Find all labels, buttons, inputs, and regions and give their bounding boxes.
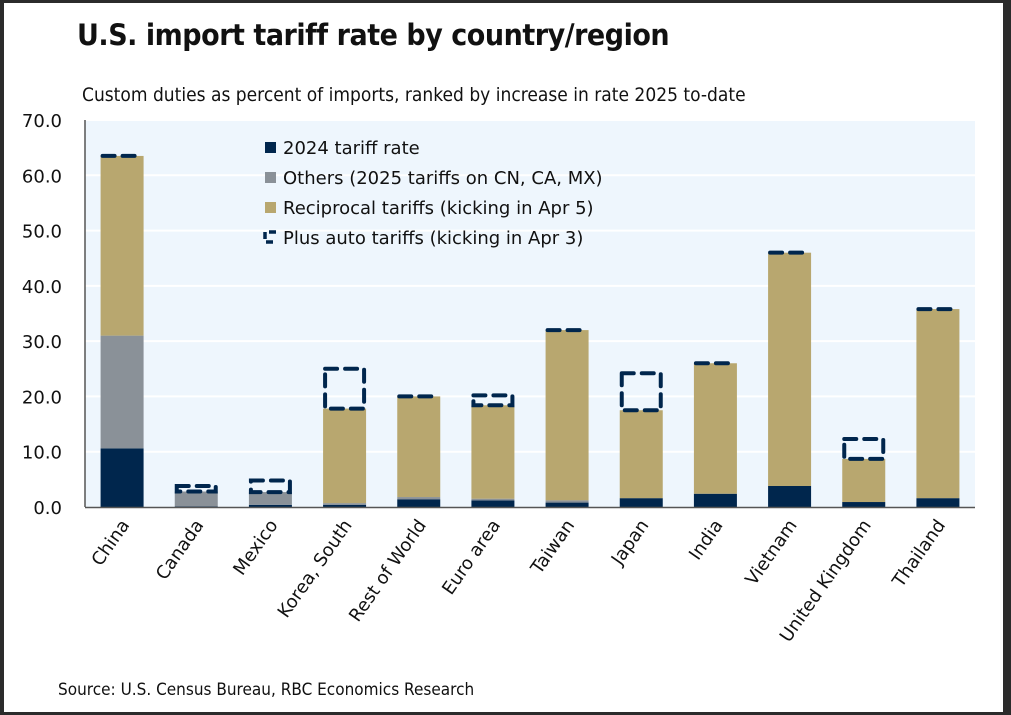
bar-segment-others	[397, 497, 441, 500]
bar-segment-2024	[619, 498, 663, 507]
legend-label: Others (2025 tariffs on CN, CA, MX)	[283, 168, 603, 189]
auto-tariff-outline	[174, 483, 218, 494]
y-tick-label: 40.0	[22, 277, 62, 298]
bar-segment-reciprocal	[471, 405, 515, 499]
plot-area	[85, 120, 975, 507]
x-tick-label: Mexico	[229, 516, 282, 580]
bar-segment-2024	[397, 499, 441, 507]
x-tick-label: China	[87, 516, 134, 570]
legend-label: 2024 tariff rate	[283, 138, 420, 159]
y-tick-label: 30.0	[22, 332, 62, 353]
legend-swatch-icon	[265, 172, 276, 183]
gridlines	[85, 119, 975, 453]
y-tick-label: 20.0	[22, 387, 62, 408]
bar-segment-reciprocal	[545, 330, 589, 501]
auto-tariff-outline	[619, 371, 663, 413]
y-tick-label: 70.0	[22, 111, 62, 132]
y-tick-label: 10.0	[22, 443, 62, 464]
window-edge	[1003, 0, 1011, 715]
x-tick-label: Euro area	[438, 516, 505, 599]
bar-segment-2024	[174, 506, 218, 507]
bar-segment-2024	[100, 448, 144, 507]
legend: 2024 tariff rate Others (2025 tariffs on …	[263, 138, 603, 249]
x-tick-label: India	[685, 516, 728, 564]
source-note: Source: U.S. Census Bureau, RBC Economic…	[58, 680, 475, 700]
bar-segment-others	[545, 500, 589, 503]
auto-tariff-outline	[471, 393, 515, 408]
y-tick-label: 60.0	[22, 166, 62, 187]
x-tick-label: Taiwan	[526, 516, 579, 579]
bar-segment-others	[174, 491, 218, 507]
legend-swatch-auto-tariffs-icon	[263, 230, 276, 244]
auto-tariff-outline	[323, 366, 367, 411]
auto-tariff-outline	[248, 478, 292, 495]
x-tick-label: Korea, South	[274, 516, 357, 622]
bar-segment-reciprocal	[323, 408, 367, 504]
x-tick-label: Japan	[607, 516, 654, 570]
bar-segment-others	[248, 492, 292, 505]
bar-segment-2024	[545, 502, 589, 507]
bars	[100, 155, 960, 507]
x-tick-label: Thailand	[888, 516, 950, 592]
x-tick-label: Canada	[152, 516, 208, 584]
bar-segment-reciprocal	[916, 309, 960, 499]
y-axis-ticks: 0.0 10.0 20.0 30.0 40.0 50.0 60.0 70.0	[22, 111, 62, 519]
legend-label: Reciprocal tariffs (kicking in Apr 5)	[283, 198, 594, 219]
bar-segment-others	[323, 503, 367, 505]
y-tick-label: 50.0	[22, 222, 62, 243]
bar-segment-2024	[916, 498, 960, 507]
bar-segment-2024	[768, 485, 812, 507]
bar-segment-2024	[693, 493, 737, 507]
bar-segment-reciprocal	[397, 396, 441, 498]
bar-segment-2024	[471, 500, 515, 507]
y-tick-label: 0.0	[33, 498, 62, 519]
auto-tariff-outline	[842, 436, 886, 461]
bar-segment-2024	[842, 502, 886, 507]
bar-segment-reciprocal	[619, 410, 663, 499]
bar-segment-reciprocal	[100, 155, 144, 336]
legend-swatch-icon	[265, 202, 276, 213]
x-tick-label: Vietnam	[741, 516, 801, 590]
chart-subtitle: Custom duties as percent of imports, ran…	[82, 84, 746, 106]
bar-segment-2024	[323, 504, 367, 507]
auto-tariff-outlines	[100, 153, 960, 495]
bar-segment-reciprocal	[693, 363, 737, 494]
bar-segment-others	[100, 335, 144, 449]
legend-label: Plus auto tariffs (kicking in Apr 3)	[283, 228, 583, 249]
bar-segment-reciprocal	[768, 252, 812, 486]
bar-segment-2024	[248, 504, 292, 507]
chart-title: U.S. import tariff rate by country/regio…	[77, 18, 670, 52]
x-tick-label: Rest of World	[345, 516, 431, 626]
legend-swatch-icon	[265, 142, 276, 153]
bar-segment-reciprocal	[842, 458, 886, 503]
bar-segment-others	[471, 498, 515, 501]
